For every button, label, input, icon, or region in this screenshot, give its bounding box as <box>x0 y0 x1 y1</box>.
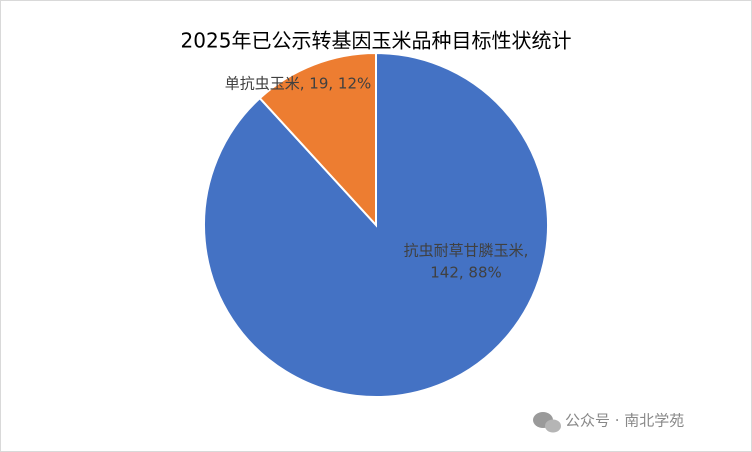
watermark-icon <box>533 412 561 433</box>
data-label: 142, 88% <box>430 264 502 282</box>
data-label: 单抗虫玉米, 19, 12% <box>225 75 372 93</box>
pie-slice <box>258 51 377 228</box>
watermark: 公众号 · 南北学苑 <box>565 412 684 430</box>
chart-title: 2025年已公示转基因玉米品种目标性状统计 <box>181 29 572 53</box>
data-label: 抗虫耐草甘膦玉米, <box>404 242 529 260</box>
